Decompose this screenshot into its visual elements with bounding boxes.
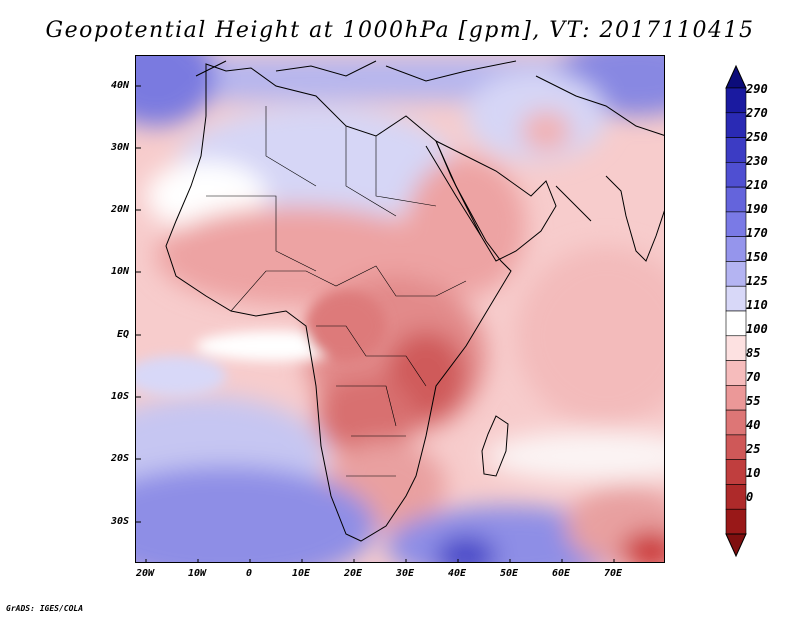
chart-title: Geopotential Height at 1000hPa [gpm], VT… bbox=[45, 18, 755, 43]
colorbar-label-150: 150 bbox=[746, 250, 768, 264]
colorbar-label-25: 25 bbox=[746, 442, 761, 456]
lon-label-20w: 20W bbox=[135, 568, 155, 579]
colorbar-label-70: 70 bbox=[746, 370, 761, 384]
colorbar-label-290: 290 bbox=[746, 82, 768, 96]
lat-label-20n: 20N bbox=[110, 204, 129, 215]
lat-label-20s: 20S bbox=[110, 453, 129, 464]
lat-label-30s: 30S bbox=[110, 516, 129, 527]
colorbar-label-0: 0 bbox=[746, 490, 754, 504]
axis-ticks bbox=[136, 85, 615, 562]
lat-label-eq: EQ bbox=[116, 329, 129, 340]
colorbar-label-125: 125 bbox=[746, 274, 768, 288]
colorbar-swatch bbox=[725, 484, 747, 510]
colorbar-swatch bbox=[725, 261, 747, 287]
colorbar-label-10: 10 bbox=[746, 466, 761, 480]
colorbar-swatch bbox=[725, 236, 747, 262]
colorbar-label-210: 210 bbox=[746, 178, 768, 192]
colorbar-label-250: 250 bbox=[746, 130, 768, 144]
colorbar-swatch bbox=[725, 508, 747, 535]
borders bbox=[206, 106, 467, 477]
colorbar-swatch bbox=[725, 137, 747, 163]
colorbar-label-170: 170 bbox=[746, 226, 768, 240]
lon-label-60e: 60E bbox=[551, 568, 571, 579]
colorbar bbox=[725, 64, 747, 558]
lon-label-10e: 10E bbox=[291, 568, 311, 579]
colorbar-top-arrow bbox=[725, 64, 747, 89]
lat-label-10s: 10S bbox=[110, 391, 129, 402]
lon-label-0: 0 bbox=[245, 568, 253, 579]
lon-label-30e: 30E bbox=[395, 568, 415, 579]
colorbar-label-85: 85 bbox=[746, 346, 761, 360]
colorbar-swatch bbox=[725, 211, 747, 237]
credit-text: GrADS: IGES/COLA bbox=[6, 604, 84, 613]
colorbar-swatch bbox=[725, 186, 747, 213]
colorbar-swatch bbox=[725, 409, 747, 436]
colorbar-swatch bbox=[725, 87, 747, 114]
colorbar-label-230: 230 bbox=[746, 154, 768, 168]
colorbar-label-55: 55 bbox=[746, 394, 761, 408]
lon-label-10w: 10W bbox=[187, 568, 207, 579]
lon-label-20e: 20E bbox=[343, 568, 363, 579]
map-svg bbox=[136, 56, 664, 562]
lon-label-70e: 70E bbox=[603, 568, 623, 579]
colorbar-swatch bbox=[725, 285, 747, 312]
lat-label-30n: 30N bbox=[110, 142, 129, 153]
map-frame bbox=[135, 55, 665, 563]
colorbar-swatch bbox=[725, 162, 747, 188]
colorbar-label-270: 270 bbox=[746, 106, 768, 120]
colorbar-label-40: 40 bbox=[746, 418, 761, 432]
lon-label-40e: 40E bbox=[447, 568, 467, 579]
lat-label-40n: 40N bbox=[110, 80, 129, 91]
colorbar-swatch bbox=[725, 112, 747, 138]
lat-label-10n: 10N bbox=[110, 266, 129, 277]
colorbar-swatch bbox=[725, 360, 747, 386]
colorbar-swatch bbox=[725, 459, 747, 485]
colorbar-label-110: 110 bbox=[746, 298, 768, 312]
colorbar-swatch bbox=[725, 385, 747, 411]
colorbar-label-190: 190 bbox=[746, 202, 768, 216]
colorbar-label-100: 100 bbox=[746, 322, 768, 336]
colorbar-swatch bbox=[725, 335, 747, 361]
colorbar-swatch bbox=[725, 434, 747, 460]
colorbar-swatch bbox=[725, 310, 747, 337]
colorbar-bottom-arrow bbox=[725, 533, 747, 558]
lon-label-50e: 50E bbox=[499, 568, 519, 579]
